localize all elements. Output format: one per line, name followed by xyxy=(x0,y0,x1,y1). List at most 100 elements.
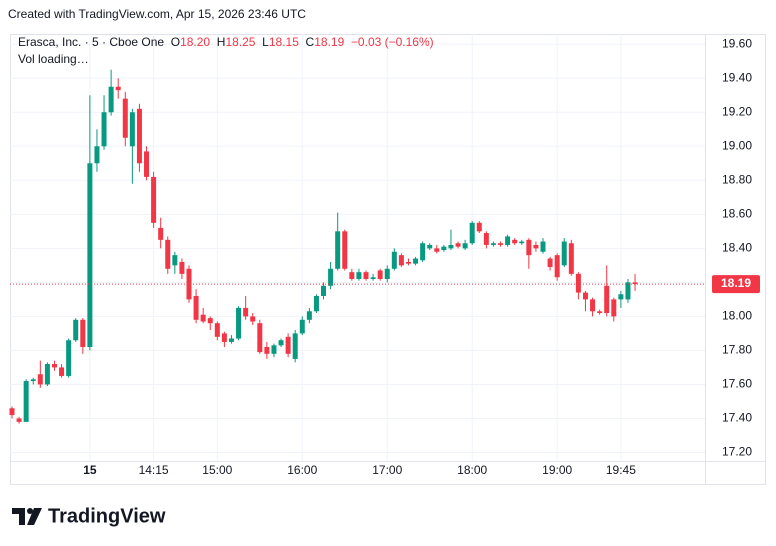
candle-body xyxy=(129,112,135,147)
candle-body xyxy=(582,292,588,300)
candle-body xyxy=(335,231,341,269)
candle-body xyxy=(144,151,150,177)
close-value: 18.19 xyxy=(314,35,345,49)
candle-body xyxy=(23,381,29,422)
candle-body xyxy=(420,243,426,261)
x-tick-label: 19:00 xyxy=(542,463,572,477)
candle-body xyxy=(165,239,171,269)
y-tick-label: 19.40 xyxy=(722,70,752,84)
candle-body xyxy=(519,241,525,244)
y-tick-label: 18.40 xyxy=(722,241,752,255)
candle-body xyxy=(356,272,362,279)
candle-body xyxy=(575,273,581,293)
candle-body xyxy=(476,222,482,232)
candle-body xyxy=(540,241,546,252)
candle-body xyxy=(87,163,93,348)
candle-body xyxy=(299,319,305,334)
y-tick-label: 19.00 xyxy=(722,138,752,152)
candle-body xyxy=(342,231,348,269)
candle-body xyxy=(455,243,461,247)
candle-body xyxy=(427,244,433,249)
y-tick-label: 17.20 xyxy=(722,445,752,459)
candle-body xyxy=(618,294,624,300)
ohlc-header: Erasca, Inc. · 5 · Cboe One O18.20 H18.2… xyxy=(18,35,434,49)
candle-body xyxy=(257,323,263,353)
candle-body xyxy=(597,311,603,313)
y-tick-label: 18.60 xyxy=(722,206,752,220)
candle-body xyxy=(405,261,411,264)
last-price-label: 18.19 xyxy=(721,276,751,290)
candle-body xyxy=(306,311,312,320)
candle-body xyxy=(16,418,22,422)
y-tick-label: 18.80 xyxy=(722,172,752,186)
candle-body xyxy=(413,258,419,264)
candle-body xyxy=(313,295,319,312)
c-label: C xyxy=(305,35,315,49)
candle-body xyxy=(236,307,242,339)
candle-body xyxy=(108,86,114,113)
y-tick-label: 19.60 xyxy=(722,36,752,50)
candle-body xyxy=(377,270,383,279)
brand: TradingView xyxy=(48,505,166,527)
candle-body xyxy=(363,272,369,279)
candle-body xyxy=(490,243,496,245)
candle-body xyxy=(590,299,596,312)
candle-body xyxy=(51,364,57,368)
logo: TradingView xyxy=(12,505,166,527)
candle-body xyxy=(9,408,15,416)
candle-body xyxy=(462,243,468,249)
candle-body xyxy=(604,285,610,313)
candle-body xyxy=(483,233,489,245)
h-label: H xyxy=(216,35,226,49)
candle-body xyxy=(94,146,100,164)
candle-body xyxy=(271,345,277,354)
candle-body xyxy=(136,108,142,164)
y-tick-label: 17.60 xyxy=(722,377,752,391)
volume-status: Vol loading… xyxy=(18,52,89,66)
low-value: 18.15 xyxy=(268,35,299,49)
candle-body xyxy=(498,243,504,245)
candle-body xyxy=(625,282,631,300)
y-tick-label: 17.80 xyxy=(722,343,752,357)
candle-body xyxy=(250,316,256,322)
candle-body xyxy=(207,318,213,324)
candle-body xyxy=(200,314,206,322)
x-tick-label: 15 xyxy=(83,463,97,477)
candle-body xyxy=(228,338,234,342)
candle-body xyxy=(441,246,447,251)
candle-body xyxy=(151,176,157,223)
x-tick-label: 19:45 xyxy=(606,463,636,477)
candle-body xyxy=(434,248,440,252)
candle-body xyxy=(30,379,36,382)
candle-body xyxy=(44,364,50,385)
candle-body xyxy=(505,236,511,245)
candle-body xyxy=(632,282,638,285)
y-tick-label: 17.40 xyxy=(722,411,752,425)
created-note: Created with TradingView.com, Apr 15, 20… xyxy=(8,7,306,21)
candle-body xyxy=(172,255,178,266)
candle-body xyxy=(264,347,270,354)
candle-body xyxy=(37,374,43,385)
candle-body xyxy=(384,268,390,279)
y-tick-label: 19.20 xyxy=(722,104,752,118)
candle-body xyxy=(321,285,327,296)
candle-body xyxy=(285,336,291,354)
x-tick-label: 18:00 xyxy=(457,463,487,477)
change: −0.03 (−0.16%) xyxy=(350,35,434,49)
candle-body xyxy=(193,295,199,320)
symbol: Erasca, Inc. · 5 · Cboe One xyxy=(18,35,165,49)
candle-body xyxy=(611,299,617,317)
candle-body xyxy=(186,268,192,300)
candle-body xyxy=(158,227,164,240)
candle-body xyxy=(391,251,397,269)
candle-body xyxy=(328,268,334,286)
candle-body xyxy=(221,333,227,342)
o-label: O xyxy=(170,35,181,49)
high-value: 18.25 xyxy=(225,35,256,49)
candle-body xyxy=(568,243,574,274)
y-tick-label: 18.00 xyxy=(722,309,752,323)
candle-body xyxy=(398,255,404,266)
candle-body xyxy=(179,261,185,274)
